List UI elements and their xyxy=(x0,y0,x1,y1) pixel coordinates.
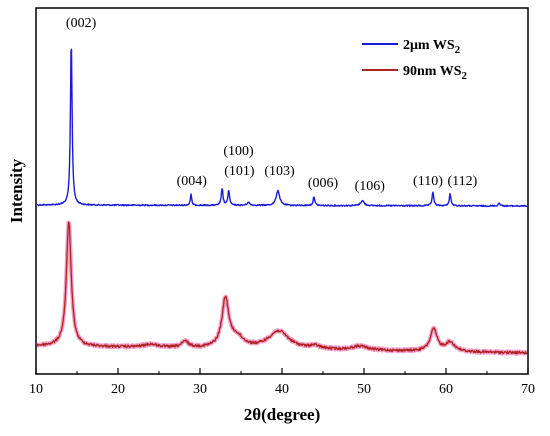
peak-label: (112) xyxy=(447,174,477,189)
legend-label-2um: 2μm WS2 xyxy=(403,38,461,56)
peak-label: (004) xyxy=(177,174,208,189)
x-tick-label: 40 xyxy=(275,382,289,397)
legend-label-90nm: 90nm WS2 xyxy=(403,64,467,82)
peak-label: (100) xyxy=(223,144,254,159)
x-tick-label: 50 xyxy=(357,382,371,397)
legend: 2μm WS2 90nm WS2 xyxy=(362,38,467,82)
peak-label: (103) xyxy=(264,164,295,179)
peak-annotations: (002) (004) (100) (101) (103) (006) (106) (110)… xyxy=(66,16,478,194)
x-axis-title: 2θ(degree) xyxy=(244,405,321,424)
peak-label: (101) xyxy=(224,164,255,179)
series-line-90nm xyxy=(36,221,528,355)
series-layer xyxy=(35,48,529,356)
x-tick-label: 30 xyxy=(193,382,207,397)
x-tick-label: 10 xyxy=(29,382,43,397)
series-line-2um xyxy=(36,48,528,208)
peak-label: (002) xyxy=(66,16,97,31)
series-halo-90nm xyxy=(35,220,529,356)
plot-frame xyxy=(35,7,529,375)
x-tick-label: 70 xyxy=(521,382,535,397)
y-axis-title: Intensity xyxy=(7,158,26,223)
peak-label: (006) xyxy=(308,176,339,191)
x-tick-label: 60 xyxy=(439,382,453,397)
peak-label: (110) xyxy=(413,174,443,189)
peak-label: (106) xyxy=(355,179,386,194)
x-tick-label: 20 xyxy=(111,382,125,397)
x-axis-ticks: 10 20 30 40 50 60 70 xyxy=(29,368,535,397)
